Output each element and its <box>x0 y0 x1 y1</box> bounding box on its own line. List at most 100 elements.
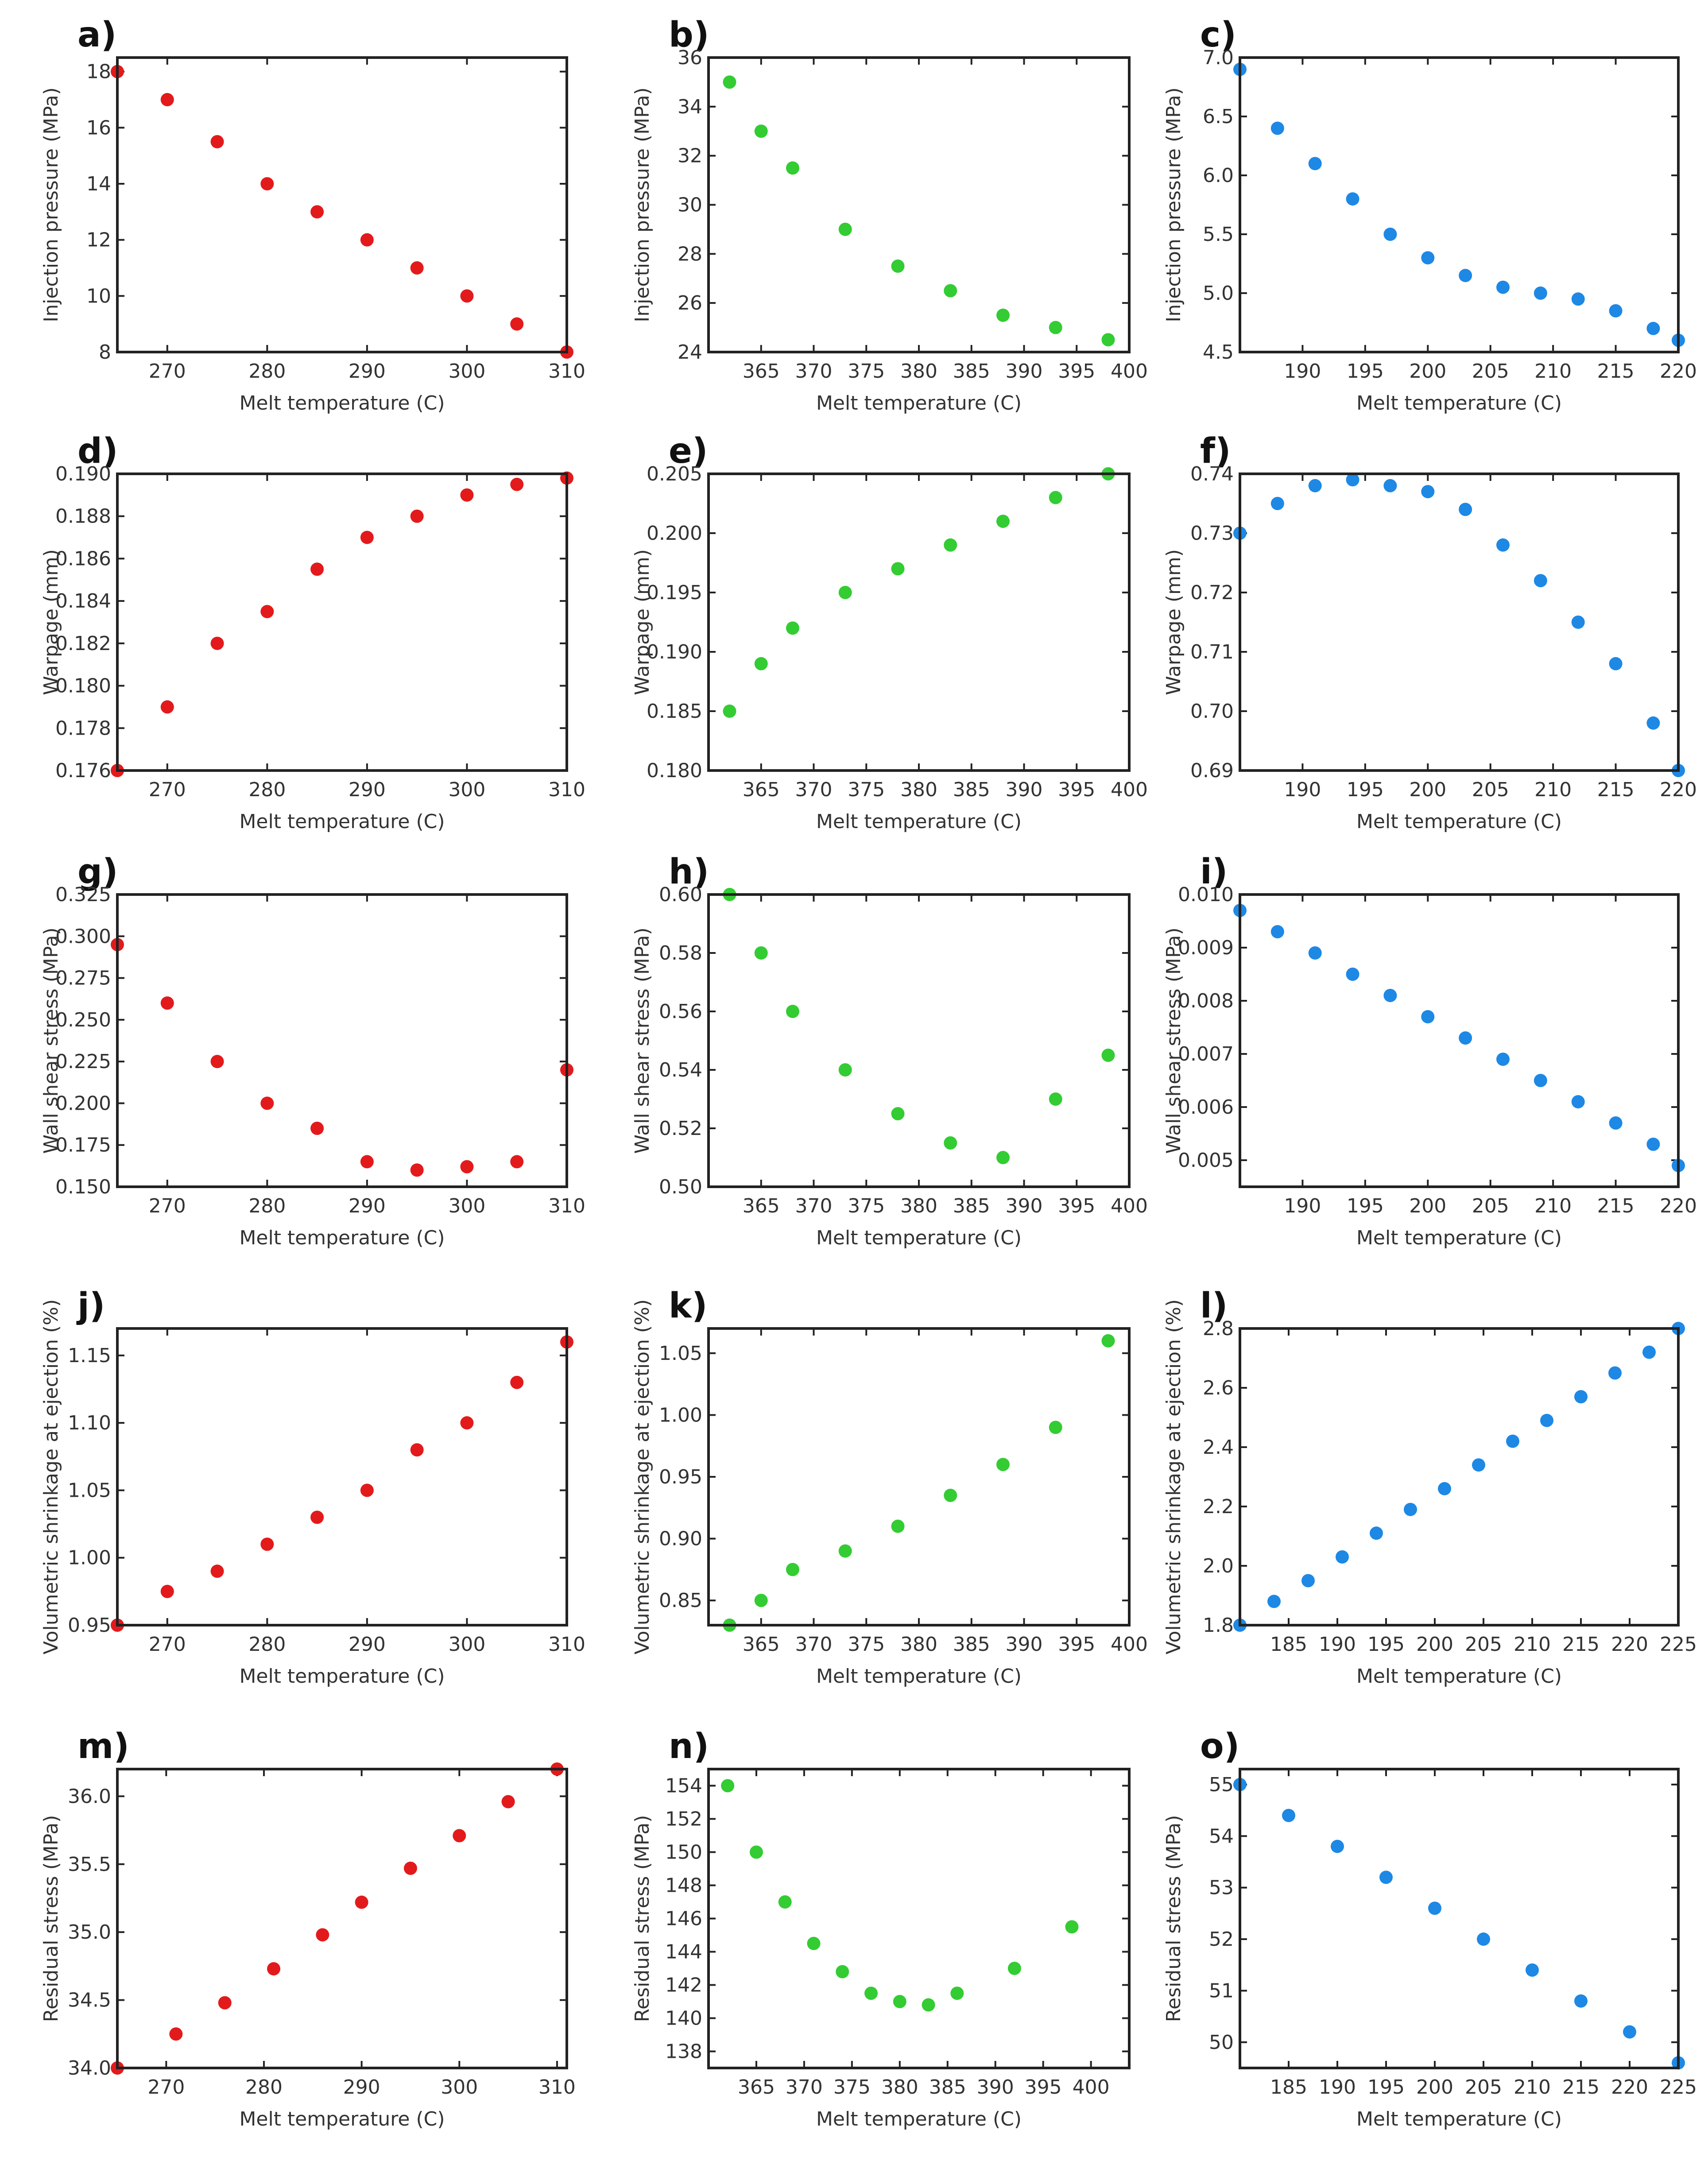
x-tick-label: 225 <box>1660 1633 1697 1656</box>
x-tick-label: 200 <box>1416 1633 1453 1656</box>
x-tick-label: 195 <box>1347 778 1384 801</box>
data-point <box>1270 497 1284 510</box>
x-tick-label: 205 <box>1465 2076 1502 2099</box>
x-tick-label: 395 <box>1058 360 1095 383</box>
data-point <box>310 562 324 576</box>
data-point <box>786 1005 799 1018</box>
data-point <box>1308 946 1322 960</box>
data-point <box>355 1895 368 1909</box>
y-tick-label: 12 <box>86 229 111 252</box>
x-tick-label: 380 <box>881 2076 918 2099</box>
y-tick-label: 18 <box>86 61 111 83</box>
data-point <box>838 222 852 236</box>
data-point <box>891 259 905 273</box>
y-tick-label: 30 <box>678 194 702 217</box>
data-point <box>1383 989 1397 1002</box>
data-point <box>922 1998 935 2012</box>
data-point <box>944 284 957 298</box>
data-point <box>1267 1595 1281 1608</box>
data-point <box>1534 574 1547 588</box>
data-point <box>891 562 905 576</box>
data-point <box>721 1779 735 1793</box>
y-tick-label: 8 <box>99 341 111 364</box>
data-point <box>786 1563 799 1576</box>
x-tick-label: 385 <box>953 1195 990 1217</box>
y-tick-label: 150 <box>665 1841 702 1864</box>
x-tick-label: 400 <box>1111 1633 1148 1656</box>
data-point <box>1101 1049 1115 1062</box>
x-tick-label: 210 <box>1514 1633 1551 1656</box>
x-tick-label: 300 <box>448 1633 485 1656</box>
data-point <box>460 289 474 303</box>
x-tick-label: 370 <box>795 1195 833 1217</box>
x-tick-label: 280 <box>248 360 286 383</box>
plot-frame <box>1239 893 1680 1188</box>
chart-panel-o: o) 185 190 195 200 205 210 215 220 225 50 51 52 53 54 5… <box>1162 1727 1697 2130</box>
data-point <box>1459 503 1472 516</box>
data-point <box>169 2027 183 2041</box>
data-point <box>754 946 768 960</box>
x-tick-label: 300 <box>448 778 485 801</box>
y-tick-label: 0.275 <box>55 967 111 990</box>
chart-panel-n: n) 365 370 375 380 385 390 395 400 138 140 142 144 14… <box>631 1727 1131 2130</box>
data-point <box>501 1795 515 1808</box>
data-point <box>510 1155 524 1169</box>
x-tick-label: 205 <box>1472 778 1509 801</box>
data-point <box>1534 287 1547 300</box>
y-axis-title: Injection pressure (MPa) <box>1162 87 1185 322</box>
data-point <box>1496 538 1510 552</box>
plot-frame <box>707 56 1131 353</box>
y-axis-title: Volumetric shrinkage at ejection (%) <box>631 1299 654 1654</box>
data-point <box>778 1895 792 1909</box>
data-point <box>1421 251 1435 265</box>
data-point <box>1049 321 1062 334</box>
x-axis-title: Melt temperature (C) <box>239 810 445 833</box>
x-tick-label: 390 <box>1006 1195 1043 1217</box>
data-point <box>1346 968 1359 981</box>
y-axis-title: Injection pressure (MPa) <box>40 87 62 322</box>
y-tick-label: 0.250 <box>55 1009 111 1031</box>
x-tick-label: 300 <box>448 360 485 383</box>
data-point <box>360 233 374 247</box>
x-tick-label: 195 <box>1347 360 1384 383</box>
x-tick-label: 220 <box>1611 1633 1648 1656</box>
x-tick-label: 225 <box>1660 2076 1697 2099</box>
x-axis-title: Melt temperature (C) <box>816 810 1022 833</box>
y-tick-label: 5.0 <box>1203 282 1234 305</box>
y-tick-label: 2.2 <box>1203 1495 1234 1518</box>
x-tick-label: 385 <box>953 778 990 801</box>
x-tick-label: 270 <box>149 1195 186 1217</box>
data-point <box>160 1584 174 1598</box>
y-tick-label: 146 <box>665 1908 702 1930</box>
y-axis-title: Wall shear stress (MPa) <box>40 927 62 1154</box>
y-tick-label: 14 <box>86 173 111 195</box>
y-tick-label: 2.6 <box>1203 1377 1234 1399</box>
data-point <box>453 1829 466 1843</box>
data-point <box>1496 1053 1510 1066</box>
y-axis-title: Injection pressure (MPa) <box>631 87 654 322</box>
x-tick-label: 290 <box>349 360 386 383</box>
y-tick-label: 0.190 <box>647 641 702 663</box>
data-point <box>310 1510 324 1524</box>
x-axis-title: Melt temperature (C) <box>816 2108 1022 2130</box>
y-tick-label: 0.60 <box>659 883 702 906</box>
data-point <box>210 636 224 650</box>
x-tick-label: 195 <box>1347 1195 1384 1217</box>
x-tick-label: 370 <box>795 1633 833 1656</box>
y-tick-label: 0.74 <box>1190 463 1234 485</box>
data-point <box>260 177 274 190</box>
data-point <box>1608 1366 1622 1380</box>
y-tick-label: 34.0 <box>68 2057 111 2080</box>
y-tick-label: 2.0 <box>1203 1555 1234 1577</box>
y-tick-label: 54 <box>1209 1825 1234 1847</box>
plot-frame <box>707 893 1131 1188</box>
panel-label: j) <box>76 1286 105 1326</box>
data-point <box>218 1996 232 2010</box>
data-point <box>723 705 736 718</box>
y-tick-label: 28 <box>678 243 702 265</box>
data-point <box>510 1375 524 1389</box>
data-point <box>754 657 768 670</box>
x-axis-title: Melt temperature (C) <box>1356 1665 1562 1688</box>
chart-panel-k: k) 365 370 375 380 385 390 395 400 0.85 0.90 0.95 1.… <box>631 1286 1148 1688</box>
y-tick-label: 0.200 <box>55 1092 111 1115</box>
